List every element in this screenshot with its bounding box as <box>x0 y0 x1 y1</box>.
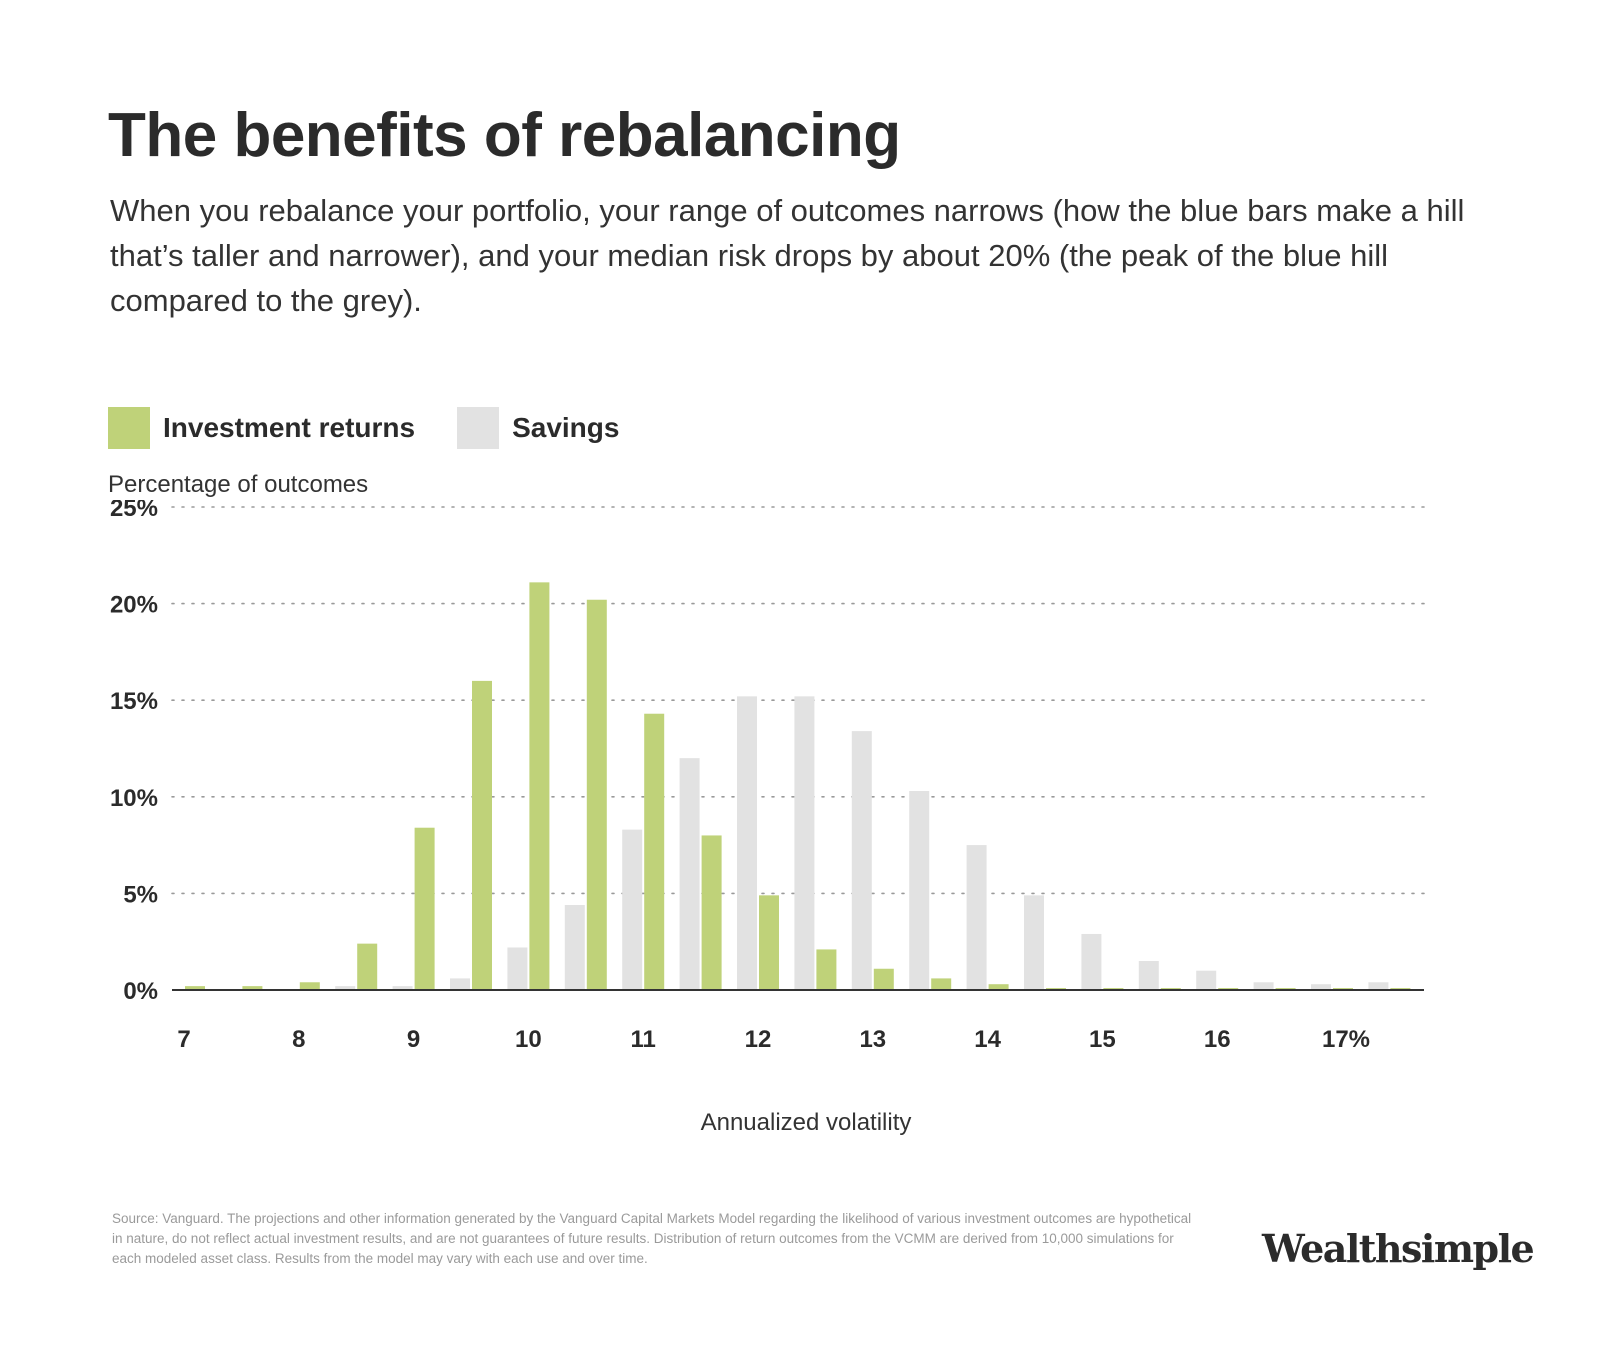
legend-item-investment: Investment returns <box>108 407 415 449</box>
legend-item-savings: Savings <box>457 407 619 449</box>
x-tick-label: 9 <box>407 1026 420 1053</box>
y-axis-title: Percentage of outcomes <box>108 471 369 498</box>
bar-savings-13 <box>851 731 872 990</box>
source-note: Source: Vanguard. The projections and ot… <box>112 1211 1192 1266</box>
bar-investment-12-5 <box>816 949 837 990</box>
bar-savings-14 <box>966 845 987 990</box>
bar-savings-13-5 <box>909 791 930 990</box>
bar-investment-12 <box>759 895 779 990</box>
x-tick-label: 17% <box>1322 1026 1370 1053</box>
bar-chart: 25% 20% 15% 10% 5% 0% 7 8 9 10 11 12 13 14 15 16 17% <box>110 500 1425 1053</box>
y-tick-label: 25% <box>110 500 158 522</box>
bar-investment-8-5 <box>357 943 378 990</box>
bar-investment-7 <box>185 986 205 990</box>
bar-savings-12-5 <box>794 696 815 990</box>
page-subtitle: When you rebalance your portfolio, your … <box>110 193 1465 318</box>
bar-savings-11 <box>622 829 643 990</box>
legend-swatch-investment <box>108 407 150 449</box>
x-tick-label: 11 <box>631 1026 656 1053</box>
bar-investment-13 <box>873 968 894 990</box>
bar-investment-8 <box>299 982 320 990</box>
x-tick-label: 7 <box>177 1026 190 1053</box>
y-tick-label: 20% <box>110 592 158 619</box>
page-title: The benefits of rebalancing <box>108 101 901 170</box>
bar-investment-10-5 <box>586 599 607 990</box>
bar-savings-17-5 <box>1368 982 1389 990</box>
brand-logo: Wealthsimple <box>1262 1226 1535 1271</box>
x-axis-title-row: Annualized volatility <box>0 1109 1600 1137</box>
bar-investment-9-5 <box>472 680 492 990</box>
bar-investment-9 <box>414 827 435 990</box>
x-tick-label: 15 <box>1089 1026 1116 1053</box>
y-tick-label: 10% <box>110 785 158 812</box>
y-tick-label: 5% <box>123 881 158 908</box>
bar-investment-10 <box>529 582 550 990</box>
x-tick-label: 12 <box>745 1026 772 1053</box>
bar-savings-10 <box>507 947 528 990</box>
bar-savings-9 <box>392 986 413 990</box>
bar-savings-15-5 <box>1138 961 1159 990</box>
bar-savings-17 <box>1311 984 1331 990</box>
y-tick-label: 15% <box>110 688 158 715</box>
chart-legend: Investment returns Savings <box>108 407 661 449</box>
bar-savings-9-5 <box>450 978 470 990</box>
bar-savings-10-5 <box>564 904 585 990</box>
legend-label-investment: Investment returns <box>163 412 416 443</box>
x-tick-label: 16 <box>1204 1026 1231 1053</box>
bar-savings-11-5 <box>679 758 700 990</box>
x-tick-label: 8 <box>292 1026 305 1053</box>
bar-savings-16 <box>1196 970 1217 990</box>
legend-swatch-savings <box>457 407 500 449</box>
x-tick-label: 13 <box>859 1026 886 1053</box>
bar-investment-7-5 <box>242 986 263 990</box>
bar-investment-11 <box>644 713 665 990</box>
bar-savings-12 <box>737 696 757 990</box>
x-axis-title: Annualized volatility <box>700 1109 912 1136</box>
bar-savings-8-5 <box>335 986 356 990</box>
bar-savings-15 <box>1081 933 1102 990</box>
y-tick-label: 0% <box>123 978 158 1005</box>
bar-savings-16-5 <box>1253 982 1274 990</box>
legend-label-savings: Savings <box>512 412 620 443</box>
bar-investment-14 <box>988 984 1009 990</box>
x-tick-label: 14 <box>974 1026 1001 1053</box>
x-tick-label: 10 <box>515 1026 542 1053</box>
bar-savings-14-5 <box>1024 895 1044 990</box>
bar-investment-11-5 <box>701 835 722 990</box>
bar-investment-13-5 <box>931 978 952 990</box>
